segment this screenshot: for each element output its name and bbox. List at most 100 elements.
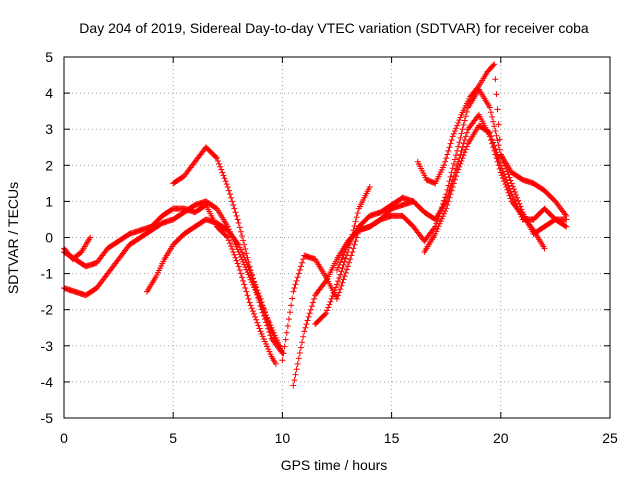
data-point — [213, 155, 220, 162]
data-point — [244, 292, 251, 299]
data-point — [494, 152, 501, 159]
data-point — [496, 136, 503, 143]
data-point — [454, 169, 461, 176]
data-point — [245, 295, 252, 302]
data-point — [347, 256, 354, 263]
data-point — [311, 295, 318, 302]
data-point — [354, 209, 361, 216]
data-point — [463, 108, 470, 115]
data-point — [514, 194, 521, 201]
data-point — [493, 132, 500, 139]
data-point — [258, 306, 265, 313]
data-point — [256, 299, 263, 306]
data-point — [502, 173, 509, 180]
data-point — [302, 324, 309, 331]
data-point — [445, 198, 452, 205]
data-point — [259, 309, 266, 316]
data-point — [245, 259, 252, 266]
data-point — [499, 168, 506, 175]
data-point — [563, 223, 570, 230]
data-point — [237, 270, 244, 277]
data-point — [229, 198, 236, 205]
data-point — [282, 336, 289, 343]
data-point — [351, 222, 358, 229]
data-point — [296, 266, 303, 273]
data-point — [337, 286, 344, 293]
data-point — [462, 146, 469, 153]
data-point — [325, 304, 332, 311]
y-tick-label: -2 — [41, 302, 54, 318]
data-point — [343, 244, 350, 251]
data-point — [455, 166, 462, 173]
data-point — [292, 371, 299, 378]
data-point — [297, 263, 304, 270]
data-point — [339, 279, 346, 286]
y-tick-label: 4 — [45, 85, 53, 101]
data-layer — [61, 61, 570, 389]
x-tick-label: 25 — [602, 430, 618, 446]
data-point — [263, 319, 270, 326]
data-point — [292, 281, 299, 288]
data-point — [493, 149, 500, 156]
data-point — [261, 316, 268, 323]
data-point — [328, 295, 335, 302]
data-point — [301, 328, 308, 335]
data-point — [236, 244, 243, 251]
data-point — [453, 152, 460, 159]
data-point — [335, 292, 342, 299]
data-point — [324, 307, 331, 314]
data-point — [351, 241, 358, 248]
data-point — [244, 254, 251, 261]
data-point — [284, 322, 291, 329]
data-point — [255, 322, 262, 329]
data-point — [456, 139, 463, 146]
data-point — [247, 267, 254, 274]
data-point — [541, 245, 548, 252]
data-point — [331, 287, 338, 294]
data-point — [340, 276, 347, 283]
data-point — [443, 155, 450, 162]
data-point — [462, 133, 469, 140]
data-point — [433, 228, 440, 235]
data-point — [505, 182, 512, 189]
data-point — [343, 266, 350, 273]
data-point — [225, 237, 232, 244]
data-point — [441, 162, 448, 169]
data-point — [234, 216, 241, 223]
data-point — [444, 202, 451, 209]
data-point — [340, 251, 347, 258]
data-point — [228, 243, 235, 250]
data-point — [490, 118, 497, 125]
data-point — [410, 198, 417, 205]
data-point — [439, 213, 446, 220]
series-track-j — [414, 61, 570, 219]
data-point — [496, 146, 503, 153]
data-point — [344, 263, 351, 270]
data-point — [516, 208, 523, 215]
data-point — [435, 223, 442, 230]
data-point — [457, 134, 464, 141]
x-tick-label: 0 — [60, 430, 68, 446]
data-point — [234, 240, 241, 247]
data-point — [496, 159, 503, 166]
data-point — [516, 200, 523, 207]
data-point — [223, 181, 230, 188]
data-point — [249, 308, 256, 315]
data-point — [461, 137, 468, 144]
data-point — [457, 114, 464, 121]
data-point — [447, 140, 454, 147]
data-point — [231, 251, 238, 258]
data-point — [491, 61, 498, 68]
data-point — [238, 249, 245, 256]
data-point — [243, 250, 250, 257]
data-point — [338, 282, 345, 289]
data-point — [254, 291, 261, 298]
data-point — [453, 173, 460, 180]
x-tick-label: 15 — [384, 430, 400, 446]
data-point — [509, 193, 516, 200]
data-point — [497, 162, 504, 169]
data-point — [341, 249, 348, 256]
data-point — [260, 312, 267, 319]
data-point — [260, 335, 267, 342]
data-point — [233, 212, 240, 219]
